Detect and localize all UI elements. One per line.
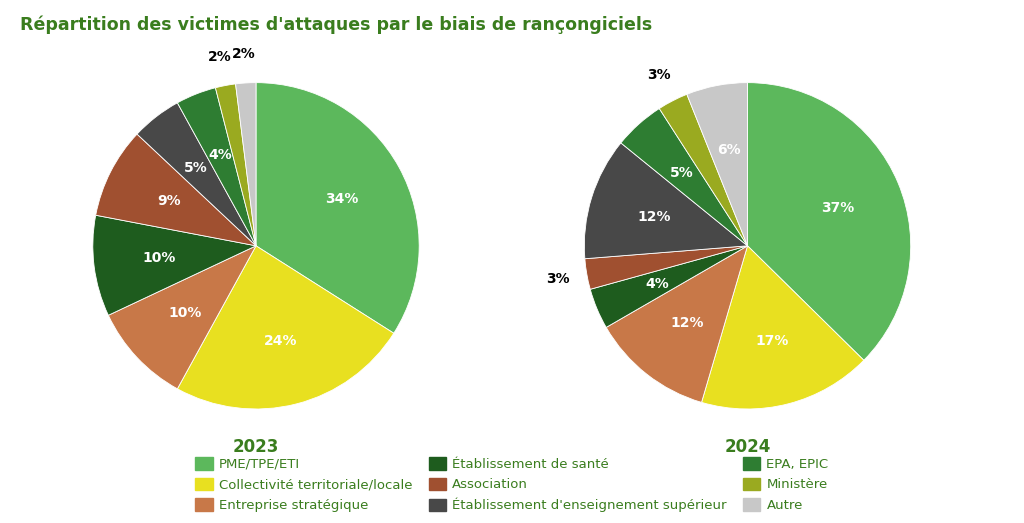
Text: 37%: 37% — [821, 201, 854, 215]
Wedge shape — [95, 134, 256, 246]
Wedge shape — [215, 84, 256, 246]
Text: 3%: 3% — [647, 67, 671, 82]
Text: 2023: 2023 — [232, 438, 280, 457]
Wedge shape — [109, 246, 256, 389]
Text: 5%: 5% — [671, 166, 694, 180]
Text: 4%: 4% — [645, 277, 669, 291]
Wedge shape — [236, 83, 256, 246]
Legend: PME/TPE/ETI, Collectivité territoriale/locale, Entreprise stratégique, Établisse: PME/TPE/ETI, Collectivité territoriale/l… — [191, 453, 833, 516]
Text: 4%: 4% — [208, 148, 231, 162]
Text: 9%: 9% — [157, 195, 180, 208]
Text: 3%: 3% — [546, 272, 569, 286]
Text: 6%: 6% — [717, 143, 740, 157]
Wedge shape — [687, 83, 748, 246]
Wedge shape — [93, 215, 256, 315]
Wedge shape — [659, 94, 748, 246]
Wedge shape — [748, 83, 910, 360]
Wedge shape — [177, 88, 256, 246]
Text: 24%: 24% — [263, 334, 297, 348]
Text: 34%: 34% — [325, 191, 358, 206]
Wedge shape — [177, 246, 394, 409]
Wedge shape — [137, 103, 256, 246]
Text: 12%: 12% — [671, 316, 703, 330]
Wedge shape — [701, 246, 864, 409]
Text: 10%: 10% — [168, 306, 202, 320]
Text: 2024: 2024 — [724, 438, 771, 457]
Text: 2%: 2% — [232, 47, 256, 61]
Wedge shape — [606, 246, 748, 402]
Wedge shape — [590, 246, 748, 327]
Text: Répartition des victimes d'attaques par le biais de rançongiciels: Répartition des victimes d'attaques par … — [20, 16, 652, 34]
Text: 5%: 5% — [184, 162, 208, 175]
Wedge shape — [256, 83, 419, 333]
Text: 2%: 2% — [208, 50, 231, 64]
Text: 10%: 10% — [142, 251, 175, 265]
Wedge shape — [585, 143, 748, 259]
Text: 17%: 17% — [756, 334, 788, 348]
Wedge shape — [621, 109, 748, 246]
Wedge shape — [585, 246, 748, 289]
Text: 12%: 12% — [637, 210, 671, 224]
